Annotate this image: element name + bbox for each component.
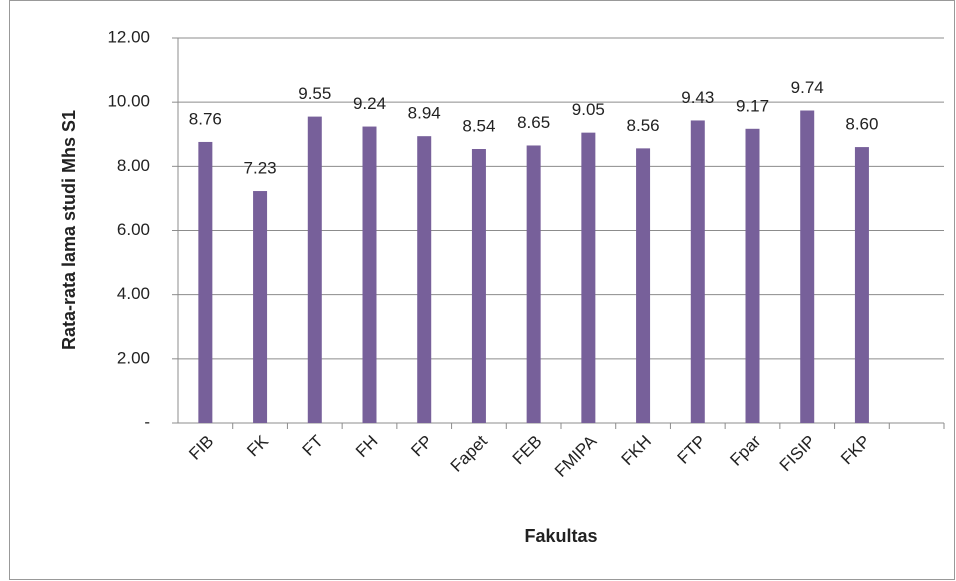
y-axis-label: Rata-rata lama studi Mhs S1: [59, 110, 79, 350]
value-label: 9.74: [791, 78, 824, 97]
value-label: 7.23: [244, 159, 277, 178]
value-label: 8.94: [408, 104, 441, 123]
y-tick-label: 10.00: [107, 92, 150, 111]
bar: [362, 126, 377, 424]
value-label: 8.65: [517, 113, 550, 132]
y-tick-label: 6.00: [117, 220, 150, 239]
bar: [636, 148, 651, 423]
bar: [854, 147, 869, 424]
value-label: 8.60: [845, 115, 878, 134]
value-label: 9.05: [572, 100, 605, 119]
x-axis-label: Fakultas: [524, 526, 597, 546]
value-label: 8.54: [462, 116, 495, 135]
bar: [690, 120, 705, 424]
value-label: 9.43: [681, 88, 714, 107]
bar: [581, 132, 596, 424]
bar: [745, 128, 760, 423]
y-tick-label: 4.00: [117, 284, 150, 303]
bar: [253, 191, 268, 423]
bar: [198, 141, 213, 423]
y-tick-label: 8.00: [117, 156, 150, 175]
value-label: 9.17: [736, 96, 769, 115]
value-label: 9.24: [353, 94, 386, 113]
y-tick-label: 12.00: [107, 27, 150, 46]
value-label: 9.55: [298, 84, 331, 103]
bar: [526, 145, 541, 423]
bar: [307, 116, 322, 424]
bar: [800, 110, 815, 423]
bar: [471, 149, 486, 423]
value-label: 8.76: [189, 109, 222, 128]
y-tick-label: 2.00: [117, 348, 150, 367]
value-label: 8.56: [627, 116, 660, 135]
bar: [417, 136, 432, 424]
y-tick-label: -: [144, 412, 150, 431]
